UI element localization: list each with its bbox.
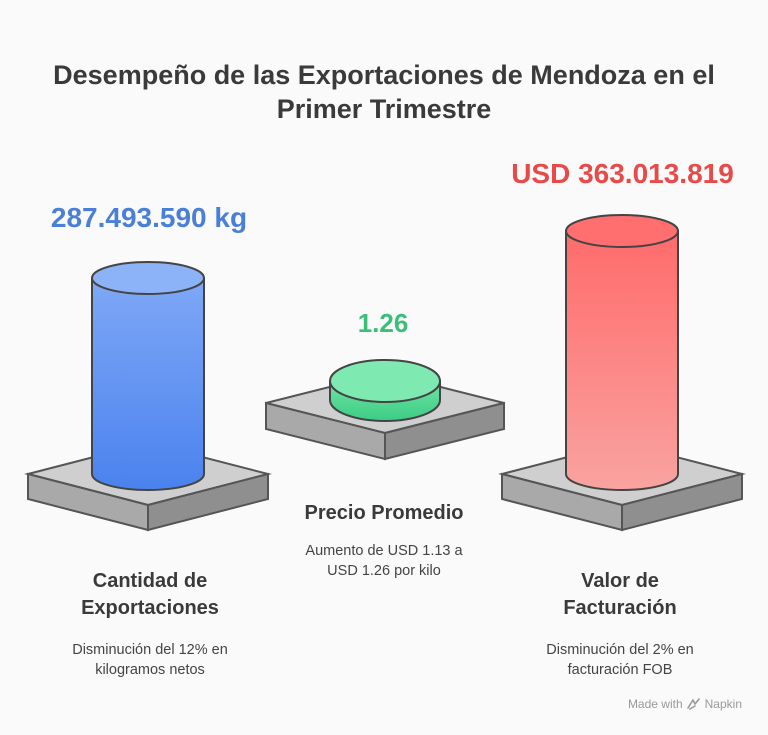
price-metric: 1.26 bbox=[357, 308, 409, 338]
value-cylinder bbox=[565, 214, 679, 491]
value-description-line-2: facturación FOB bbox=[567, 662, 673, 678]
title-line-1: Desempeño de las Exportaciones de Mendoz… bbox=[53, 60, 715, 90]
value-description-line-1: Disminución del 2% en bbox=[546, 642, 694, 658]
value-heading-line-1: Valor de bbox=[581, 570, 659, 592]
value-label: Valor de Facturación Disminución del 2% … bbox=[500, 568, 740, 680]
quantity-metric: 287.493.590 kg bbox=[50, 202, 248, 233]
made-with-text: Made with bbox=[627, 697, 683, 711]
price-description-line-2: USD 1.26 por kilo bbox=[327, 563, 441, 579]
quantity-heading: Cantidad de Exportaciones bbox=[30, 568, 270, 622]
price-label: Precio Promedio Aumento de USD 1.13 a US… bbox=[270, 500, 498, 581]
value-metric: USD 363.013.819 bbox=[511, 158, 734, 189]
made-with-napkin[interactable]: Made with Napkin bbox=[628, 697, 742, 711]
napkin-logo-icon bbox=[686, 698, 700, 710]
value-description: Disminución del 2% en facturación FOB bbox=[500, 640, 740, 680]
quantity-description: Disminución del 12% en kilogramos netos bbox=[30, 640, 270, 680]
quantity-description-line-2: kilogramos netos bbox=[95, 662, 205, 678]
value-heading-line-2: Facturación bbox=[563, 597, 677, 619]
quantity-heading-line-1: Cantidad de bbox=[92, 570, 208, 592]
title-line-2: Primer Trimestre bbox=[276, 94, 492, 124]
price-disc bbox=[329, 359, 441, 422]
quantity-label: Cantidad de Exportaciones Disminución de… bbox=[30, 568, 270, 680]
price-heading: Precio Promedio bbox=[304, 502, 464, 524]
value-heading: Valor de Facturación bbox=[500, 568, 740, 622]
quantity-cylinder bbox=[91, 261, 205, 491]
quantity-heading-line-2: Exportaciones bbox=[81, 597, 219, 619]
page-title: Desempeño de las Exportaciones de Mendoz… bbox=[24, 58, 744, 126]
price-description-line-1: Aumento de USD 1.13 a bbox=[305, 543, 463, 559]
price-description: Aumento de USD 1.13 a USD 1.26 por kilo bbox=[270, 541, 498, 581]
quantity-description-line-1: Disminución del 12% en bbox=[72, 642, 228, 658]
napkin-brand-text: Napkin bbox=[704, 697, 742, 711]
